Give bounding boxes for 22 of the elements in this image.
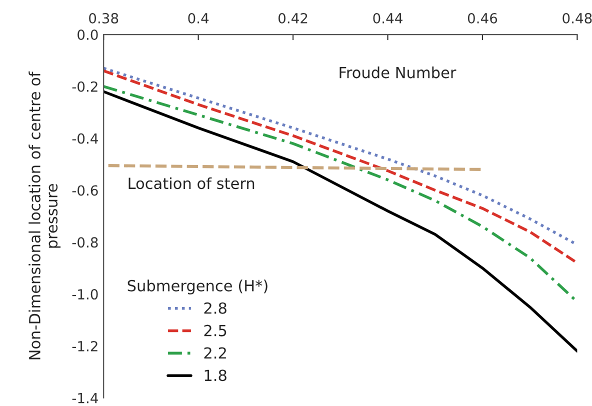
legend-label: 1.8 [204, 370, 226, 382]
x-tick-label: 0.46 [468, 12, 498, 24]
y-tick-label: -0.8 [72, 237, 98, 248]
y-tick-label: -1.4 [72, 393, 98, 404]
y-tick-label: 0.0 [78, 29, 98, 40]
x-tick-label: 0.48 [562, 12, 592, 24]
x-tick-label: 0.44 [373, 12, 402, 24]
x-tick-label: 0.4 [188, 12, 209, 24]
x-axis-title: Froude Number [340, 66, 456, 78]
x-tick-label: 0.38 [89, 12, 118, 24]
y-tick-label: -0.2 [72, 81, 98, 92]
y-axis-title: Non-Dimensional location of centre of pressure [28, 71, 61, 360]
y-tick-label: -1.0 [72, 289, 98, 300]
x-tick-label: 0.42 [278, 12, 308, 24]
legend-title: Submergence (H*) [128, 280, 268, 294]
legend-label: 2.8 [204, 302, 226, 314]
legend-label: 2.5 [204, 324, 226, 336]
legend-label: 2.2 [204, 347, 226, 359]
y-tick-label: -1.2 [72, 340, 98, 352]
y-tick-label: -0.6 [72, 185, 98, 196]
annotation: Location of stern [128, 177, 254, 190]
y-tick-label: -0.4 [72, 133, 98, 144]
